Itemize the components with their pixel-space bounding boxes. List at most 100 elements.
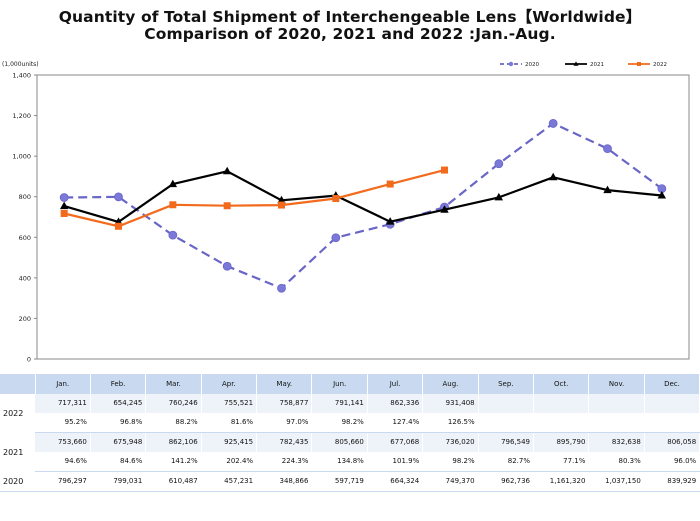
table-row-units: 2021 753,660 675,948 862,106 925,415 782,435 8… bbox=[0, 432, 700, 472]
y-tick-label: 0 bbox=[27, 356, 31, 364]
table-cell-ratio: 80.3% bbox=[588, 452, 645, 472]
table-cell-ratio: 94.6% bbox=[35, 452, 91, 472]
table-header-cell: Jul. bbox=[367, 374, 424, 394]
data-point-circle bbox=[603, 144, 612, 154]
table-cell-ratio bbox=[588, 413, 645, 433]
data-point-triangle bbox=[222, 166, 232, 175]
table-cell-units: 796,549 bbox=[478, 432, 535, 452]
data-point-square bbox=[386, 180, 394, 188]
legend-marker bbox=[508, 61, 514, 67]
data-point-circle bbox=[331, 233, 341, 243]
table-row-ratio: 94.6% 84.6% 141.2% 202.4% 224.3% 134.8% 101.9%… bbox=[0, 452, 700, 472]
legend-marker bbox=[637, 62, 641, 66]
legend-label: 2020 bbox=[525, 62, 539, 68]
series-2022 bbox=[60, 166, 448, 230]
chart-title-line-1: Quantity of Total Shipment of Intercheng… bbox=[58, 8, 642, 26]
table-cell-units: 796,297 bbox=[35, 471, 91, 492]
y-tick-label: 200 bbox=[19, 315, 31, 323]
table-cell-units: 925,415 bbox=[201, 432, 258, 452]
chart-title-line-2: Comparison of 2020, 2021 and 2022 :Jan.-… bbox=[144, 25, 556, 43]
table-header-cell: Nov. bbox=[588, 374, 645, 394]
table-row-units: 2022 717,311 654,245 760,246 755,521 758,877 7… bbox=[0, 394, 700, 433]
table-cell-units: 806,058 bbox=[644, 432, 700, 452]
table-cell-units bbox=[644, 394, 700, 413]
table-cell-ratio: 101.9% bbox=[367, 452, 424, 472]
data-point-triangle bbox=[440, 205, 449, 213]
table-cell-units: 805,660 bbox=[311, 432, 368, 452]
table-cell-units: 862,336 bbox=[367, 394, 424, 413]
table-year-label: 2020 bbox=[0, 471, 35, 492]
table-cell-units: 717,311 bbox=[35, 394, 91, 413]
table-cell-units: 753,660 bbox=[35, 432, 91, 452]
table-cell-ratio bbox=[644, 413, 700, 433]
table-header-corner bbox=[0, 374, 36, 394]
table-cell-ratio: 96.8% bbox=[90, 413, 147, 433]
table-cell-units: 755,521 bbox=[201, 394, 258, 413]
table-cell-ratio: 77.1% bbox=[533, 452, 590, 472]
data-point-triangle bbox=[657, 190, 667, 199]
table-cell-units: 799,031 bbox=[90, 471, 147, 492]
table-cell-ratio bbox=[478, 413, 535, 433]
table-cell-ratio: 126.5% bbox=[422, 413, 479, 433]
table-row-ratio: 95.2% 96.8% 88.2% 81.6% 97.0% 98.2% 127.4% 126.… bbox=[0, 413, 700, 433]
table-cell-units: 862,106 bbox=[145, 432, 202, 452]
legend-label: 2021 bbox=[590, 62, 604, 68]
table-header-cell: Jun. bbox=[311, 374, 368, 394]
table-cell-ratio: 98.2% bbox=[422, 452, 479, 472]
table-cell-units: 348,866 bbox=[256, 471, 313, 492]
y-tick-label: 1,000 bbox=[12, 153, 31, 161]
table-cell-units: 760,246 bbox=[145, 394, 202, 413]
y-tick-label: 1,400 bbox=[12, 72, 31, 80]
data-point-triangle bbox=[385, 217, 395, 225]
table-header-cell: Mar. bbox=[145, 374, 202, 394]
series-line-2021 bbox=[63, 170, 662, 223]
table-cell-units: 749,370 bbox=[422, 471, 479, 492]
table-cell-units: 962,736 bbox=[478, 471, 535, 492]
data-point-square bbox=[441, 166, 448, 174]
data-point-triangle bbox=[494, 192, 504, 201]
data-table: Jan. Feb. Mar. Apr. May. Jun. Jul. Aug. Sep. Oct.… bbox=[0, 374, 700, 492]
table-header-cell: Oct. bbox=[533, 374, 590, 394]
table-cell-ratio: 97.0% bbox=[256, 413, 313, 433]
data-point-triangle bbox=[277, 195, 286, 204]
data-point-square bbox=[332, 195, 340, 203]
table-cell-ratio: 98.2% bbox=[311, 413, 368, 433]
data-point-triangle bbox=[603, 185, 612, 194]
y-tick-label: 1,200 bbox=[12, 112, 31, 120]
table-cell-units: 675,948 bbox=[90, 432, 147, 452]
table-header-cell: May. bbox=[256, 374, 313, 394]
table-header-cell: Sep. bbox=[478, 374, 535, 394]
table-cell-ratio: 96.0% bbox=[644, 452, 700, 472]
y-unit-label: (1,000units) bbox=[2, 61, 39, 68]
table-year-label: 2021 bbox=[0, 432, 35, 472]
y-tick-label: 400 bbox=[19, 274, 31, 282]
data-point-square bbox=[223, 202, 231, 210]
data-point-circle bbox=[168, 230, 178, 240]
data-point-triangle bbox=[168, 179, 178, 188]
table-header-cell: Aug. bbox=[422, 374, 479, 394]
y-tick-label: 800 bbox=[19, 193, 31, 201]
data-point-circle bbox=[114, 192, 123, 202]
data-point-circle bbox=[222, 261, 232, 271]
series-2021 bbox=[59, 166, 667, 225]
table-header-row: Jan. Feb. Mar. Apr. May. Jun. Jul. Aug. Sep. Oct.… bbox=[0, 374, 700, 394]
table-cell-units bbox=[533, 394, 590, 413]
table-cell-units: 782,435 bbox=[256, 432, 313, 452]
table-cell-units: 791,141 bbox=[311, 394, 368, 413]
table-cell-units: 758,877 bbox=[256, 394, 313, 413]
plot-area bbox=[36, 74, 690, 360]
table-header-cell: Dec. bbox=[644, 374, 700, 394]
table-row-units: 2020 796,297 799,031 610,487 457,231 348,866 5… bbox=[0, 471, 700, 492]
data-point-circle bbox=[277, 283, 286, 293]
table-cell-ratio bbox=[533, 413, 590, 433]
table-cell-ratio: 141.2% bbox=[145, 452, 202, 472]
y-tick-label: 600 bbox=[19, 234, 31, 242]
table-cell-units: 457,231 bbox=[201, 471, 258, 492]
line-chart: 0 200 400 600 800 1,000 1,200 1,400 (1,000units)… bbox=[2, 61, 690, 364]
table-year-label: 2022 bbox=[0, 394, 35, 433]
table-cell-units: 839,929 bbox=[644, 471, 700, 492]
data-point-square bbox=[278, 201, 285, 209]
series-line-2022 bbox=[63, 169, 445, 228]
data-point-circle bbox=[494, 159, 504, 169]
table-cell-units: 1,161,320 bbox=[533, 471, 590, 492]
